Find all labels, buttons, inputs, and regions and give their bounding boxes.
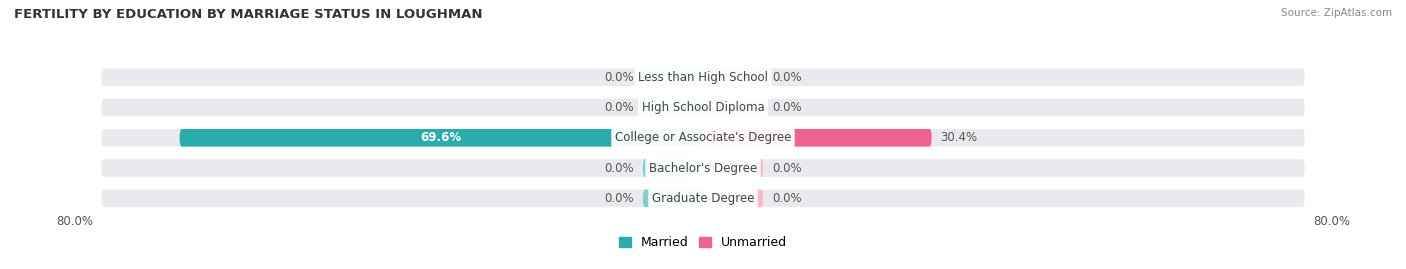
FancyBboxPatch shape [101,190,1305,207]
Text: Less than High School: Less than High School [638,71,768,84]
Text: 80.0%: 80.0% [56,215,93,228]
Text: High School Diploma: High School Diploma [641,101,765,114]
Text: Bachelor's Degree: Bachelor's Degree [650,162,756,175]
Text: 0.0%: 0.0% [772,162,801,175]
Text: 0.0%: 0.0% [605,101,634,114]
FancyBboxPatch shape [643,190,703,207]
Text: 0.0%: 0.0% [772,101,801,114]
FancyBboxPatch shape [101,159,1305,177]
Text: 69.6%: 69.6% [420,131,461,144]
FancyBboxPatch shape [643,99,703,116]
Text: 0.0%: 0.0% [772,192,801,205]
Text: College or Associate's Degree: College or Associate's Degree [614,131,792,144]
Text: 0.0%: 0.0% [772,71,801,84]
FancyBboxPatch shape [703,68,763,86]
FancyBboxPatch shape [101,129,1305,147]
FancyBboxPatch shape [180,129,703,147]
Text: Graduate Degree: Graduate Degree [652,192,754,205]
Text: 30.4%: 30.4% [941,131,977,144]
Text: FERTILITY BY EDUCATION BY MARRIAGE STATUS IN LOUGHMAN: FERTILITY BY EDUCATION BY MARRIAGE STATU… [14,8,482,21]
FancyBboxPatch shape [643,68,703,86]
FancyBboxPatch shape [643,159,703,177]
FancyBboxPatch shape [703,99,763,116]
Text: 0.0%: 0.0% [605,192,634,205]
FancyBboxPatch shape [703,129,932,147]
Text: Source: ZipAtlas.com: Source: ZipAtlas.com [1281,8,1392,18]
FancyBboxPatch shape [101,99,1305,116]
Text: 0.0%: 0.0% [605,162,634,175]
FancyBboxPatch shape [703,190,763,207]
FancyBboxPatch shape [101,68,1305,86]
FancyBboxPatch shape [703,159,763,177]
Legend: Married, Unmarried: Married, Unmarried [619,236,787,249]
Text: 80.0%: 80.0% [1313,215,1350,228]
Text: 0.0%: 0.0% [605,71,634,84]
